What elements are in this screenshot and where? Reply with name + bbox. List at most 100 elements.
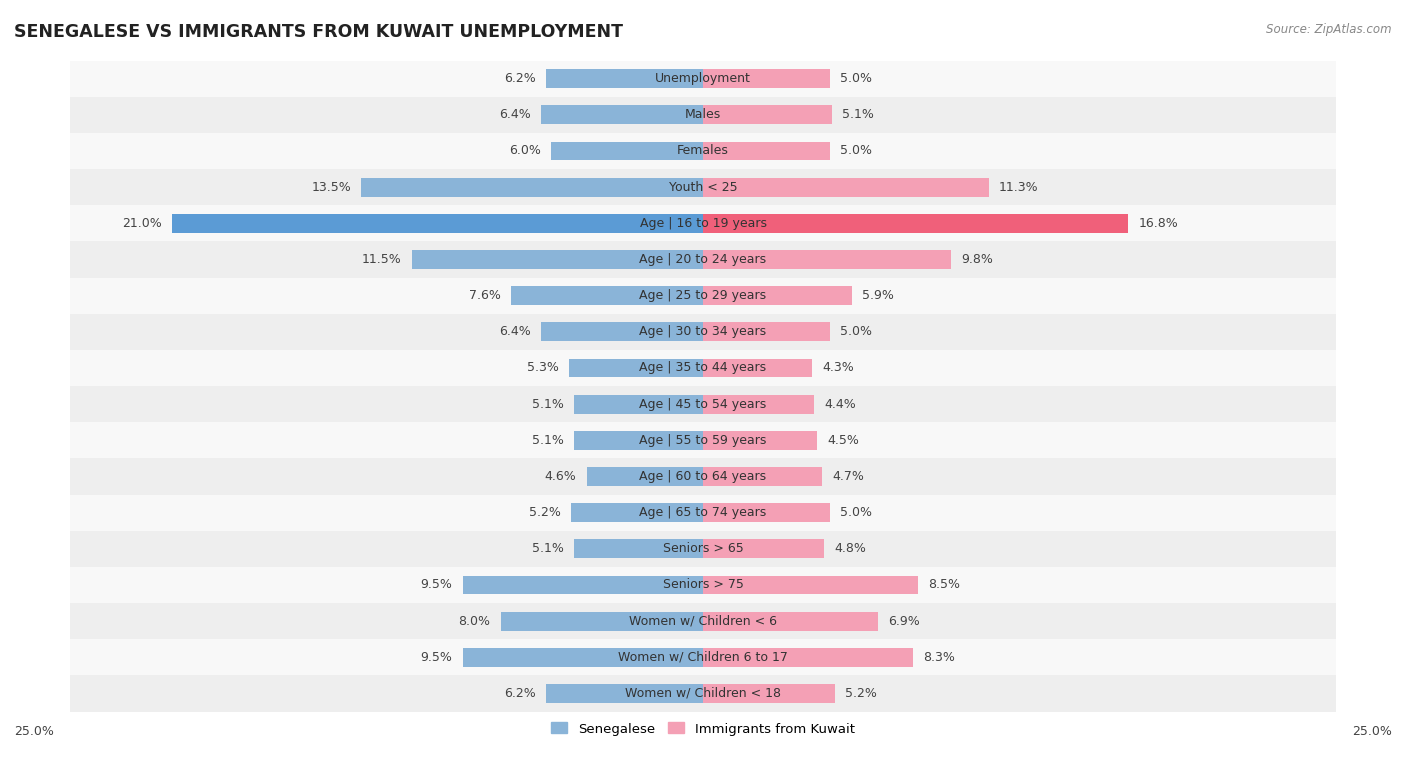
Bar [586,467,703,486]
Text: 4.4%: 4.4% [824,397,856,410]
Bar [463,575,703,594]
Text: 13.5%: 13.5% [312,181,352,194]
Bar [70,241,1336,278]
Text: Age | 20 to 24 years: Age | 20 to 24 years [640,253,766,266]
Text: 21.0%: 21.0% [122,217,162,230]
Bar [501,612,703,631]
Bar [703,612,877,631]
Bar [703,214,1128,232]
Bar [70,675,1336,712]
Bar [571,503,703,522]
Bar [70,386,1336,422]
Bar [70,459,1336,494]
Bar [551,142,703,160]
Bar [70,531,1336,567]
Text: 6.2%: 6.2% [505,72,536,85]
Bar [703,286,852,305]
Text: 5.1%: 5.1% [531,397,564,410]
Bar [703,467,823,486]
Text: 5.2%: 5.2% [845,687,876,700]
Text: Seniors > 75: Seniors > 75 [662,578,744,591]
Bar [70,133,1336,169]
Text: 5.0%: 5.0% [839,72,872,85]
Text: 9.5%: 9.5% [420,578,453,591]
Bar [703,575,918,594]
Text: 16.8%: 16.8% [1139,217,1178,230]
Text: 4.8%: 4.8% [835,542,866,556]
Text: 25.0%: 25.0% [1353,725,1392,738]
Bar [703,105,832,124]
Text: 5.0%: 5.0% [839,326,872,338]
Text: 4.3%: 4.3% [823,362,853,375]
Bar [510,286,703,305]
Bar [70,567,1336,603]
Bar [703,69,830,88]
Text: 11.5%: 11.5% [363,253,402,266]
Bar [172,214,703,232]
Bar [70,494,1336,531]
Bar [574,540,703,558]
Text: 5.1%: 5.1% [842,108,875,121]
Text: Age | 25 to 29 years: Age | 25 to 29 years [640,289,766,302]
Bar [70,313,1336,350]
Text: 4.7%: 4.7% [832,470,863,483]
Text: Women w/ Children 6 to 17: Women w/ Children 6 to 17 [619,651,787,664]
Text: Age | 16 to 19 years: Age | 16 to 19 years [640,217,766,230]
Text: 5.3%: 5.3% [527,362,558,375]
Bar [703,359,811,378]
Bar [70,278,1336,313]
Bar [574,394,703,413]
Text: 4.6%: 4.6% [544,470,576,483]
Text: 5.9%: 5.9% [862,289,894,302]
Text: 6.0%: 6.0% [509,145,541,157]
Text: 5.0%: 5.0% [839,145,872,157]
Bar [70,422,1336,459]
Bar [546,69,703,88]
Bar [703,178,988,197]
Text: 9.5%: 9.5% [420,651,453,664]
Text: Women w/ Children < 18: Women w/ Children < 18 [626,687,780,700]
Text: 8.0%: 8.0% [458,615,491,628]
Text: 25.0%: 25.0% [14,725,53,738]
Bar [412,250,703,269]
Text: Females: Females [678,145,728,157]
Bar [70,169,1336,205]
Text: 11.3%: 11.3% [1000,181,1039,194]
Bar [70,639,1336,675]
Bar [703,250,950,269]
Text: Youth < 25: Youth < 25 [669,181,737,194]
Bar [70,350,1336,386]
Legend: Senegalese, Immigrants from Kuwait: Senegalese, Immigrants from Kuwait [546,717,860,741]
Text: 6.2%: 6.2% [505,687,536,700]
Bar [703,431,817,450]
Bar [70,603,1336,639]
Text: Women w/ Children < 6: Women w/ Children < 6 [628,615,778,628]
Bar [70,97,1336,133]
Text: 9.8%: 9.8% [962,253,993,266]
Text: Age | 35 to 44 years: Age | 35 to 44 years [640,362,766,375]
Bar [703,540,824,558]
Text: 6.9%: 6.9% [887,615,920,628]
Text: 5.2%: 5.2% [530,506,561,519]
Bar [569,359,703,378]
Text: 6.4%: 6.4% [499,326,531,338]
Bar [703,648,912,667]
Bar [703,394,814,413]
Bar [703,684,835,703]
Text: 8.5%: 8.5% [928,578,960,591]
Bar [703,322,830,341]
Bar [703,142,830,160]
Bar [463,648,703,667]
Text: 5.1%: 5.1% [531,434,564,447]
Text: Source: ZipAtlas.com: Source: ZipAtlas.com [1267,23,1392,36]
Text: Age | 45 to 54 years: Age | 45 to 54 years [640,397,766,410]
Bar [541,322,703,341]
Text: Males: Males [685,108,721,121]
Text: 6.4%: 6.4% [499,108,531,121]
Text: Age | 30 to 34 years: Age | 30 to 34 years [640,326,766,338]
Bar [703,503,830,522]
Text: 5.0%: 5.0% [839,506,872,519]
Text: 4.5%: 4.5% [827,434,859,447]
Text: Age | 60 to 64 years: Age | 60 to 64 years [640,470,766,483]
Text: 5.1%: 5.1% [531,542,564,556]
